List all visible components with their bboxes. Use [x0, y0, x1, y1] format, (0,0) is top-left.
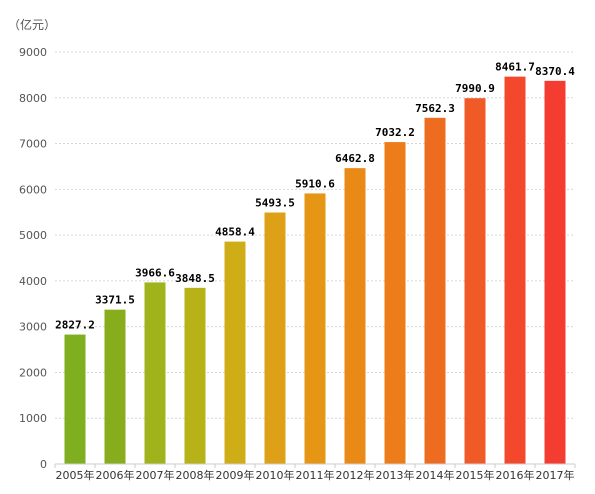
- data-label: 7562.3: [415, 102, 455, 115]
- bar: [144, 282, 166, 464]
- data-label: 7990.9: [455, 82, 495, 95]
- x-tick-label: 2008年: [176, 468, 215, 482]
- y-axis-unit-label: （亿元）: [8, 17, 56, 32]
- bar: [264, 212, 286, 464]
- bar: [104, 309, 126, 464]
- bar: [184, 287, 206, 464]
- data-label: 8461.7: [495, 61, 535, 74]
- bars: [64, 76, 566, 465]
- bar: [384, 142, 406, 464]
- bar: [224, 241, 246, 464]
- bar: [424, 117, 446, 465]
- y-tick-label: 0: [40, 458, 47, 471]
- x-tick-label: 2015年: [456, 468, 495, 482]
- x-tick-label: 2005年: [56, 468, 95, 482]
- y-tick-label: 8000: [19, 92, 47, 105]
- bar: [504, 76, 526, 464]
- data-label: 8370.4: [535, 65, 575, 78]
- y-tick-label: 9000: [19, 46, 47, 59]
- bar: [304, 193, 326, 464]
- y-tick-label: 5000: [19, 229, 47, 242]
- x-tick-label: 2013年: [376, 468, 415, 482]
- x-tick-label: 2006年: [96, 468, 135, 482]
- x-tick-label: 2009年: [216, 468, 255, 482]
- data-label: 5493.5: [255, 197, 295, 210]
- data-label: 3848.5: [175, 272, 215, 285]
- data-label: 7032.2: [375, 126, 415, 139]
- data-label: 2827.2: [55, 319, 95, 332]
- bar: [344, 168, 366, 464]
- bar: [544, 80, 566, 464]
- x-tick-label: 2011年: [296, 468, 335, 482]
- x-tick-label: 2012年: [336, 468, 375, 482]
- bar: [64, 334, 86, 464]
- x-tick-label: 2010年: [256, 468, 295, 482]
- data-label: 3371.5: [95, 294, 135, 307]
- y-tick-label: 6000: [19, 183, 47, 196]
- data-label: 5910.6: [295, 177, 335, 190]
- x-tick-label: 2016年: [496, 468, 535, 482]
- y-tick-label: 4000: [19, 275, 47, 288]
- bar: [464, 98, 486, 464]
- x-tick-label: 2014年: [416, 468, 455, 482]
- data-label: 6462.8: [335, 152, 375, 165]
- data-label: 3966.6: [135, 266, 175, 279]
- data-label: 4858.4: [215, 226, 255, 239]
- y-tick-label: 2000: [19, 366, 47, 379]
- x-tick-label: 2007年: [136, 468, 175, 482]
- x-tick-label: 2017年: [536, 468, 575, 482]
- y-axis-ticks: 0 1000 2000 3000 4000 5000 6000 7000 8000 9000: [19, 46, 47, 471]
- x-axis-ticks: 2005年 2006年 2007年 2008年 2009年 2010年 2011年 2012年…: [54, 464, 576, 482]
- y-tick-label: 7000: [19, 138, 47, 151]
- y-tick-label: 3000: [19, 321, 47, 334]
- y-tick-label: 1000: [19, 412, 47, 425]
